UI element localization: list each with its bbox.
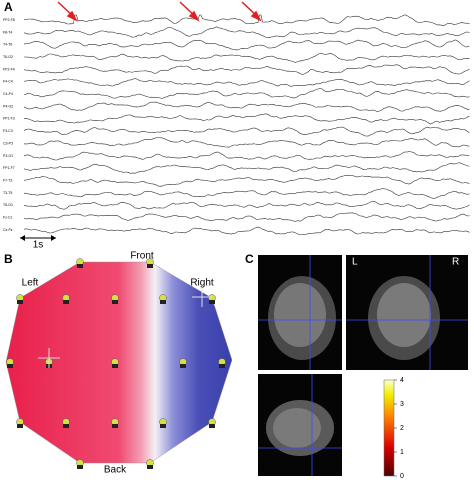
channel-label: FP1-F3 [3,117,15,121]
panel-c: C L R L R 0 1 2 3 4 [245,252,468,480]
right-label: Right [190,278,214,289]
eeg-trace [23,64,470,75]
electrode-tag [209,300,215,304]
left-label: Left [22,278,39,289]
eeg-trace [23,151,470,161]
electrode-tag [112,300,118,304]
colorbar-tick-label: 2 [400,425,404,432]
eeg-trace [23,126,470,137]
eeg-trace [23,174,470,187]
channel-label: F4-C4 [3,80,13,84]
orientation-label: R [452,257,459,268]
channel-label: F8-T4 [3,30,12,34]
orientation-label: L [352,257,358,268]
colorbar [383,379,395,477]
brain [377,283,431,347]
channel-label: C4-P4 [3,92,13,96]
colorbar-ticks: 0 1 2 3 4 [394,377,404,480]
eeg-trace [23,162,470,174]
electrode-tag [160,424,166,428]
orientation-label: L [258,376,264,387]
eeg-trace [24,52,470,63]
eeg-traces: FP2-F8 F8-T4 T4-T6 T6-O2 FP2-F4 F4-C4 C4-P4 P4-… [3,14,470,236]
eeg-trace [23,201,470,210]
channel-label: P3-O1 [3,154,13,158]
electrodes [6,258,226,469]
channel-label: T3-T5 [3,191,12,195]
channel-label: Cz-Pz [3,228,13,232]
colorbar-tick-label: 1 [400,449,404,456]
eeg-trace [23,101,470,112]
eeg-trace [23,137,470,148]
electrode-tag [147,465,153,469]
electrode-tag [180,364,186,368]
front-label: Front [130,251,154,262]
topo-map [5,261,233,464]
dipole-markers [38,288,212,368]
channel-label: F7-T3 [3,179,12,183]
scale-arrow [20,235,25,241]
electrode-tag [63,300,69,304]
channel-label: FP2-F8 [3,18,15,22]
electrode-tag [147,264,153,268]
channel-label: T5-O1 [3,203,13,207]
panel-label: C [245,252,254,266]
electrode-tag [77,465,83,469]
electrode-tag [77,264,83,268]
back-label: Back [104,465,127,476]
scale-arrow [51,235,56,241]
orientation-label: R [258,465,265,476]
eeg-trace [23,14,470,27]
channel-label: C3-P3 [3,141,13,145]
panel-a: A FP2-F8 F8-T4 T4-T6 T6-O2 FP2-F4 F4-C4 C4-P4 P… [3,0,470,251]
brain [274,283,326,347]
colorbar-tick-label: 4 [400,377,404,384]
panel-label: B [4,252,13,266]
electrode-tag [112,364,118,368]
electrode-tag [219,364,225,368]
channel-label: T6-O2 [3,55,13,59]
eeg-trace [23,39,470,51]
electrode-tag [17,424,23,428]
brain [273,408,321,448]
eeg-trace [23,212,470,222]
eeg-trace [23,113,470,125]
colorbar-tick-label: 0 [400,473,404,480]
panel-label: A [4,0,13,14]
eeg-trace [23,188,470,199]
eeg-trace [23,78,470,87]
electrode-tag [160,300,166,304]
channel-label: P4-O2 [3,104,13,108]
eeg-trace [23,226,470,236]
arrow-head [188,10,200,22]
channel-label: T4-T6 [3,43,12,47]
electrode-tag [112,424,118,428]
channel-label: FP2-F4 [3,67,15,71]
eeg-trace [23,88,470,99]
arrow-head [250,10,262,22]
electrode-tag [7,364,13,368]
colorbar-tick-label: 3 [400,401,404,408]
channel-label: F3-C3 [3,129,13,133]
electrode-tag [17,300,23,304]
arrows [57,1,262,22]
arrow-head [66,10,78,22]
channel-label: FP1-F7 [3,166,15,170]
electrode-tag [209,424,215,428]
scale-label: 1s [33,240,44,251]
electrode-tag [63,424,69,428]
channel-label: Fz-Cz [3,216,13,220]
panel-b: B Front Back Left Right [4,251,233,476]
eeg-trace [23,26,470,38]
